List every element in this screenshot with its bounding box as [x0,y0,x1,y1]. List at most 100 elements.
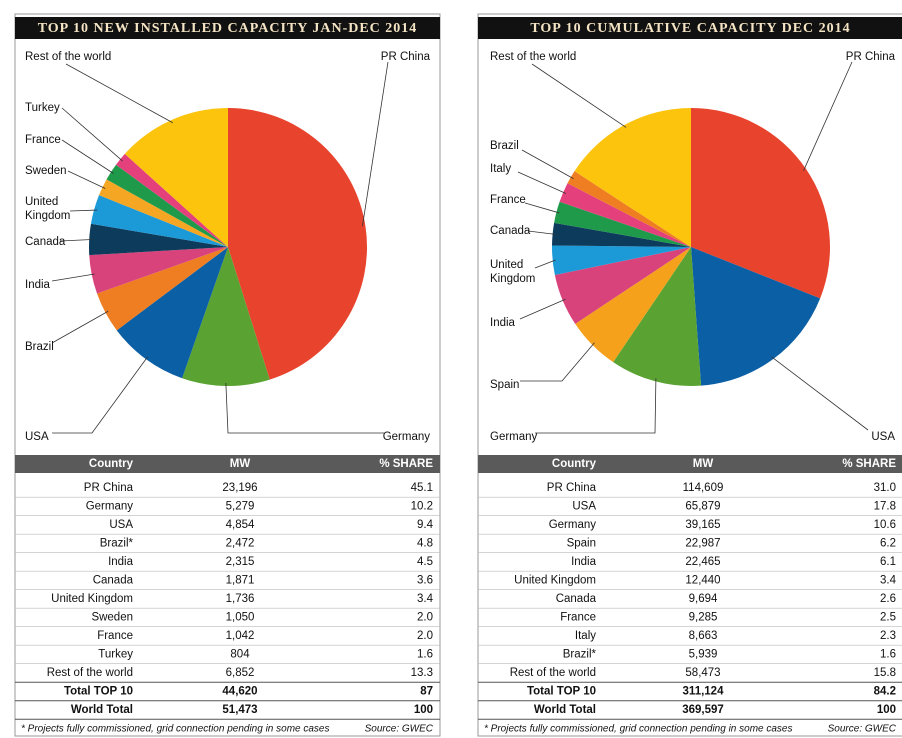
table-cell: Brazil* [100,538,134,550]
table-cell: USA [572,501,596,513]
slice-label: USA [871,431,895,443]
table-cell: 6.2 [880,538,896,550]
table-cell: 22,987 [685,538,720,550]
leader-line [69,209,98,212]
table-cell: 6.1 [880,556,896,568]
slice-label: United Kingdom [25,196,70,222]
table-cell: Total TOP 10 [64,686,133,698]
table-cell: Canada [556,593,597,605]
leader-line [61,139,114,174]
leader-line [61,107,123,162]
pie-slice [97,247,229,331]
pie-slice [89,223,228,256]
slice-label: Rest of the world [490,51,576,63]
table-header: % SHARE [379,458,433,470]
footnote: * Projects fully commissioned, grid conn… [484,724,793,735]
table-cell: Germany [86,501,134,513]
table-cell: 3.4 [880,575,897,587]
chart-title: TOP 10 NEW INSTALLED CAPACITY JAN-DEC 20… [38,21,418,36]
slice-label: Brazil [490,140,519,152]
leader-line [225,382,384,434]
pie-slice [99,179,228,247]
pie-slice [691,108,830,299]
slice-label: Rest of the world [25,51,111,63]
leader-line [534,259,556,269]
table-cell: 4.5 [417,556,433,568]
table-header: % SHARE [842,458,896,470]
pie-slice [554,247,691,324]
table-cell: United Kingdom [51,593,133,605]
slice-label: PR China [381,51,431,63]
leader-line [517,171,567,194]
pie-slice [90,195,229,247]
slice-label: Sweden [25,165,67,177]
slice-label: Canada [25,236,66,248]
leader-line [535,378,657,434]
table-cell: Brazil* [563,649,597,661]
slice-label: France [25,134,61,146]
slice-label: India [25,279,51,291]
pie-slice [115,153,228,247]
table-cell: 804 [230,649,250,661]
table-header: MW [693,458,714,470]
pie-slice [691,247,821,386]
leader-line [803,61,853,171]
table-cell: 1.6 [880,649,896,661]
leader-line [519,298,566,320]
table-cell: 9,694 [689,593,718,605]
table-cell: Canada [93,575,134,587]
pie-slice [567,171,691,247]
pie-slice [228,108,367,380]
table-cell: 3.4 [417,593,434,605]
table-cell: Turkey [98,649,133,661]
table-cell: World Total [71,704,133,716]
table-header: MW [230,458,251,470]
pie-slice [182,247,270,387]
table-cell: 4,854 [226,519,255,531]
slice-label: Canada [490,225,531,237]
table-cell: 3.6 [417,575,433,587]
slice-label: India [490,317,516,329]
table-cell: 4.8 [417,538,433,550]
pie-slice [559,183,691,247]
table-cell: 1,871 [226,575,255,587]
table-cell: 2.5 [880,612,896,624]
table-cell: Spain [567,538,596,550]
table-cell: 2,315 [226,556,255,568]
table-cell: USA [109,519,133,531]
pie-slice [116,247,228,379]
slice-label: Italy [490,163,511,175]
table-cell: 10.6 [874,519,896,531]
table-cell: Sweden [91,612,133,624]
panel-border [14,13,441,737]
label-line: Kingdom [25,210,70,222]
table-cell: 1,050 [226,612,255,624]
table-cell: 2.0 [417,612,433,624]
slice-label: PR China [846,51,896,63]
table-cell: World Total [534,704,596,716]
table-cell: 15.8 [874,667,896,679]
slice-label: United Kingdom [490,259,535,285]
leader-line [527,230,556,235]
table-cell: PR China [84,482,134,494]
table-cell: 31.0 [874,482,896,494]
table-cell: 10.2 [411,501,433,513]
leader-line [771,356,869,431]
table-cell: PR China [547,482,597,494]
table-cell: 1,736 [226,593,255,605]
pie-slice [613,247,702,387]
table-cell: 100 [414,704,433,716]
table-cell: 51,473 [222,704,257,716]
table-cell: 17.8 [874,501,896,513]
table-cell: 87 [420,686,433,698]
pie-slice [575,247,691,363]
table-cell: 44,620 [222,686,257,698]
panel-border [477,13,902,737]
table-header: Country [89,458,134,470]
table-cell: 58,473 [685,667,720,679]
slice-label: Brazil [25,341,54,353]
table-header: Country [552,458,597,470]
table-cell: France [97,630,133,642]
table-cell: 45.1 [411,482,433,494]
